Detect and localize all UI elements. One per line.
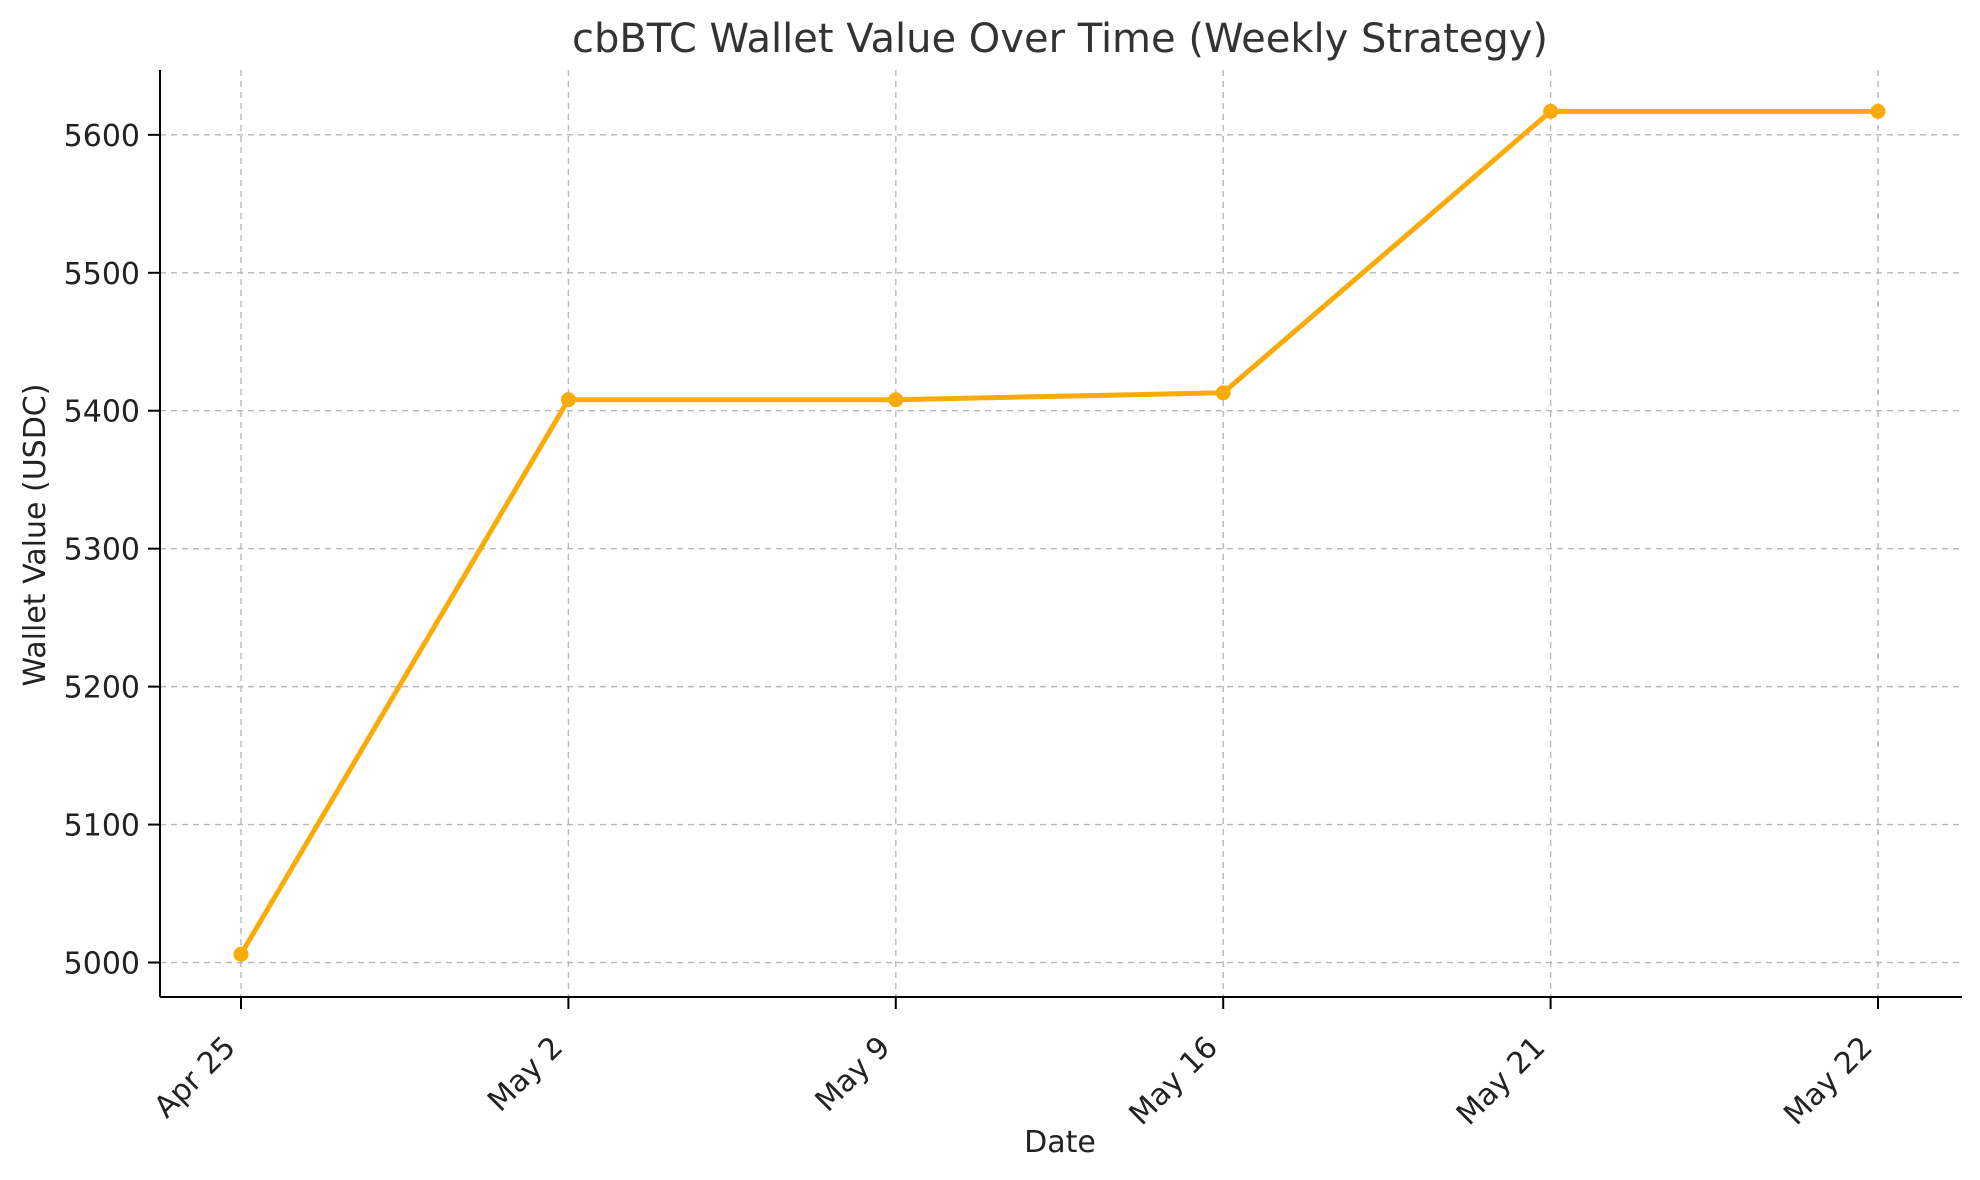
- x-tick-label: May 2: [481, 1030, 570, 1119]
- chart-title: cbBTC Wallet Value Over Time (Weekly Str…: [572, 16, 1548, 62]
- data-point: [1870, 103, 1886, 119]
- y-tick-label: 5200: [64, 671, 140, 706]
- data-point: [560, 392, 576, 408]
- y-axis-label: Wallet Value (USDC): [18, 384, 53, 687]
- grid: [160, 70, 1962, 997]
- y-tick-label: 5600: [64, 119, 140, 154]
- y-tick-label: 5000: [64, 947, 140, 982]
- y-tick-label: 5100: [64, 809, 140, 844]
- data-point: [888, 392, 904, 408]
- x-tick-label: May 22: [1777, 1030, 1879, 1132]
- data-point: [233, 946, 249, 962]
- axes: [159, 70, 1962, 998]
- y-tick-label: 5500: [64, 257, 140, 292]
- data-point: [1543, 103, 1559, 119]
- x-tick-label: May 9: [809, 1030, 898, 1119]
- y-tick-label: 5300: [64, 533, 140, 568]
- series: [233, 103, 1886, 962]
- x-ticks: Apr 25 May 2 May 9 May 16 May 21 May 22: [147, 997, 1880, 1132]
- data-point: [1215, 385, 1231, 401]
- x-axis-label: Date: [1024, 1125, 1096, 1160]
- y-tick-label: 5400: [64, 395, 140, 430]
- series-line: [238, 108, 1881, 957]
- x-tick-label: May 21: [1450, 1030, 1552, 1132]
- x-tick-label: May 16: [1123, 1030, 1225, 1132]
- x-tick-label: Apr 25: [147, 1030, 242, 1125]
- y-ticks: 5000 5100 5200 5300 5400 5500 5600: [64, 119, 160, 982]
